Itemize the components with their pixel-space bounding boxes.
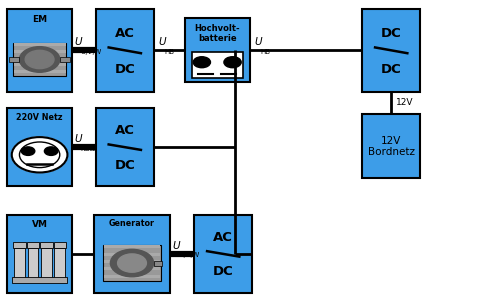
- Text: 12V: 12V: [396, 99, 413, 107]
- FancyBboxPatch shape: [96, 108, 154, 186]
- FancyBboxPatch shape: [192, 52, 243, 78]
- Text: HB: HB: [260, 49, 270, 55]
- FancyBboxPatch shape: [104, 275, 160, 278]
- FancyBboxPatch shape: [13, 57, 65, 60]
- Text: DC: DC: [381, 63, 402, 76]
- FancyBboxPatch shape: [94, 215, 170, 293]
- Text: Generator: Generator: [109, 219, 155, 228]
- Text: Hochvolt-
batterie: Hochvolt- batterie: [194, 24, 240, 43]
- Circle shape: [224, 57, 241, 68]
- FancyBboxPatch shape: [185, 18, 250, 82]
- FancyBboxPatch shape: [103, 245, 161, 281]
- Text: U,V,W: U,V,W: [80, 49, 101, 55]
- Circle shape: [118, 254, 146, 272]
- FancyBboxPatch shape: [41, 248, 51, 278]
- Circle shape: [25, 50, 54, 69]
- Text: EM: EM: [32, 15, 47, 24]
- FancyBboxPatch shape: [104, 253, 160, 256]
- FancyBboxPatch shape: [13, 70, 65, 73]
- FancyBboxPatch shape: [14, 248, 25, 278]
- FancyBboxPatch shape: [104, 245, 160, 248]
- Text: U: U: [74, 37, 82, 47]
- FancyBboxPatch shape: [13, 43, 66, 76]
- FancyBboxPatch shape: [28, 248, 38, 278]
- Text: HB: HB: [164, 49, 174, 55]
- FancyBboxPatch shape: [9, 57, 19, 62]
- Text: AC: AC: [115, 27, 135, 40]
- Circle shape: [110, 249, 154, 277]
- Text: 220V Netz: 220V Netz: [16, 113, 63, 122]
- Text: DC: DC: [381, 27, 402, 40]
- Text: DC: DC: [114, 159, 135, 171]
- FancyBboxPatch shape: [362, 9, 420, 92]
- Text: DC: DC: [213, 265, 234, 278]
- Circle shape: [21, 147, 35, 155]
- Circle shape: [45, 147, 58, 155]
- FancyBboxPatch shape: [96, 9, 154, 92]
- FancyBboxPatch shape: [154, 260, 162, 265]
- FancyBboxPatch shape: [60, 57, 70, 62]
- FancyBboxPatch shape: [194, 215, 252, 293]
- Text: U: U: [74, 134, 82, 144]
- Text: U,V,W: U,V,W: [179, 253, 200, 258]
- FancyBboxPatch shape: [13, 63, 65, 66]
- FancyBboxPatch shape: [54, 248, 65, 278]
- FancyBboxPatch shape: [7, 108, 72, 186]
- FancyBboxPatch shape: [12, 277, 67, 283]
- FancyBboxPatch shape: [7, 215, 72, 293]
- FancyBboxPatch shape: [104, 260, 160, 263]
- FancyBboxPatch shape: [13, 242, 26, 248]
- FancyBboxPatch shape: [362, 114, 420, 178]
- FancyBboxPatch shape: [27, 242, 39, 248]
- Text: 12V
Bordnetz: 12V Bordnetz: [368, 136, 415, 157]
- Text: U: U: [173, 241, 180, 251]
- Text: VM: VM: [32, 220, 48, 229]
- FancyBboxPatch shape: [104, 267, 160, 270]
- FancyBboxPatch shape: [13, 43, 65, 46]
- Circle shape: [12, 137, 67, 172]
- FancyBboxPatch shape: [13, 50, 65, 53]
- FancyBboxPatch shape: [40, 242, 52, 248]
- Circle shape: [193, 57, 210, 68]
- Text: U: U: [254, 37, 262, 47]
- Circle shape: [19, 47, 60, 72]
- Text: AC: AC: [213, 231, 233, 244]
- Text: AC: AC: [115, 124, 135, 137]
- FancyBboxPatch shape: [7, 9, 72, 92]
- FancyBboxPatch shape: [53, 242, 66, 248]
- Text: U: U: [158, 37, 166, 47]
- Text: DC: DC: [114, 63, 135, 76]
- Text: Netz: Netz: [80, 145, 96, 152]
